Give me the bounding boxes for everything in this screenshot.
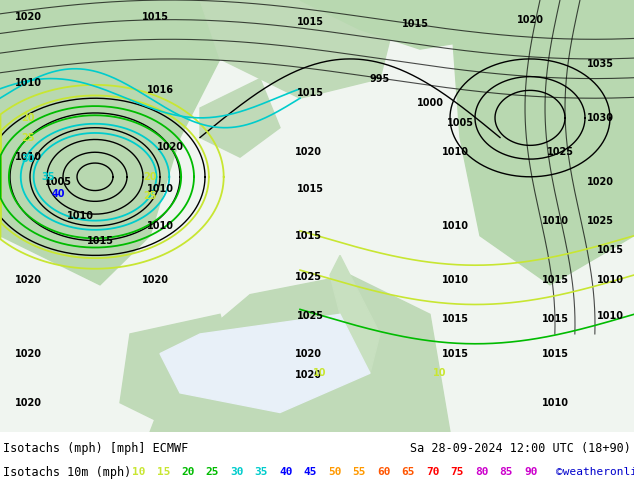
Text: Isotachs 10m (mph): Isotachs 10m (mph)	[3, 466, 131, 479]
Text: 10: 10	[313, 368, 327, 378]
Text: ©weatheronline.co.uk: ©weatheronline.co.uk	[556, 467, 634, 477]
Text: 1010: 1010	[441, 275, 469, 285]
Text: 1010: 1010	[597, 311, 623, 321]
Text: 90: 90	[524, 467, 538, 477]
Text: 1020: 1020	[15, 12, 41, 22]
Text: 25: 25	[143, 192, 157, 201]
Text: Isotachs (mph) [mph] ECMWF: Isotachs (mph) [mph] ECMWF	[3, 441, 188, 455]
Text: 1035: 1035	[586, 59, 614, 69]
Text: 1015: 1015	[597, 245, 623, 255]
Text: 1015: 1015	[541, 348, 569, 359]
Text: 55: 55	[353, 467, 366, 477]
Text: 1025: 1025	[586, 216, 614, 226]
Text: 1015: 1015	[441, 348, 469, 359]
Polygon shape	[120, 314, 240, 432]
Text: 1010: 1010	[441, 221, 469, 231]
Text: 1020: 1020	[141, 275, 169, 285]
Text: 60: 60	[377, 467, 391, 477]
Text: Sa 28-09-2024 12:00 UTC (18+90): Sa 28-09-2024 12:00 UTC (18+90)	[410, 441, 631, 455]
Text: 15: 15	[157, 467, 170, 477]
Text: 1015: 1015	[295, 231, 321, 241]
Text: 1020: 1020	[157, 142, 183, 152]
Text: 1025: 1025	[295, 272, 321, 282]
Text: 995: 995	[370, 74, 390, 84]
Text: 1015: 1015	[541, 314, 569, 324]
Text: 1020: 1020	[15, 348, 41, 359]
Polygon shape	[200, 78, 280, 157]
Text: 1015: 1015	[297, 88, 323, 98]
Text: 25: 25	[205, 467, 219, 477]
Text: 1016: 1016	[146, 85, 174, 96]
Text: 1010: 1010	[541, 216, 569, 226]
Text: 1020: 1020	[295, 348, 321, 359]
Text: 1015: 1015	[441, 314, 469, 324]
Text: 1030: 1030	[586, 113, 614, 123]
Polygon shape	[300, 0, 500, 49]
Polygon shape	[150, 275, 450, 432]
Text: 1015: 1015	[141, 12, 169, 22]
Text: 1015: 1015	[297, 184, 323, 194]
Text: 45: 45	[304, 467, 317, 477]
Polygon shape	[0, 0, 220, 285]
Text: 1015: 1015	[86, 236, 113, 245]
Text: 1015: 1015	[401, 19, 429, 28]
Text: 1015: 1015	[541, 275, 569, 285]
Polygon shape	[200, 0, 400, 98]
Text: 20: 20	[22, 113, 35, 123]
Text: 30: 30	[22, 154, 35, 164]
Text: 10: 10	[132, 467, 145, 477]
Text: 1025: 1025	[547, 147, 574, 157]
Text: 1020: 1020	[295, 370, 321, 380]
Text: 1005: 1005	[44, 177, 72, 187]
Text: 1015: 1015	[297, 17, 323, 26]
Text: 1025: 1025	[297, 311, 323, 321]
Text: 1010: 1010	[67, 211, 93, 221]
Text: 30: 30	[230, 467, 243, 477]
Text: 35: 35	[254, 467, 268, 477]
Text: 35: 35	[41, 172, 55, 182]
Text: 70: 70	[426, 467, 439, 477]
Text: 1010: 1010	[441, 147, 469, 157]
Text: 1010: 1010	[597, 275, 623, 285]
Text: 80: 80	[475, 467, 489, 477]
Text: 1005: 1005	[446, 118, 474, 128]
Text: 1010: 1010	[15, 78, 41, 89]
Text: 40: 40	[51, 190, 65, 199]
Text: 20: 20	[143, 172, 157, 182]
Text: 85: 85	[500, 467, 513, 477]
Polygon shape	[160, 314, 370, 413]
Text: 1020: 1020	[15, 275, 41, 285]
Text: 1020: 1020	[517, 15, 543, 24]
Text: 1020: 1020	[295, 147, 321, 157]
Text: 1000: 1000	[417, 98, 444, 108]
Text: 50: 50	[328, 467, 342, 477]
Text: 1020: 1020	[586, 177, 614, 187]
Text: 1010: 1010	[146, 221, 174, 231]
Polygon shape	[450, 0, 634, 285]
Text: 10: 10	[433, 368, 447, 378]
Text: 1010: 1010	[15, 152, 41, 162]
Text: 75: 75	[451, 467, 464, 477]
Text: 1010: 1010	[146, 184, 174, 194]
Text: 65: 65	[401, 467, 415, 477]
Text: 1020: 1020	[15, 398, 41, 408]
Text: 25: 25	[22, 132, 35, 143]
Polygon shape	[330, 255, 380, 373]
Text: 40: 40	[279, 467, 292, 477]
Text: 1010: 1010	[541, 398, 569, 408]
Text: 20: 20	[181, 467, 195, 477]
